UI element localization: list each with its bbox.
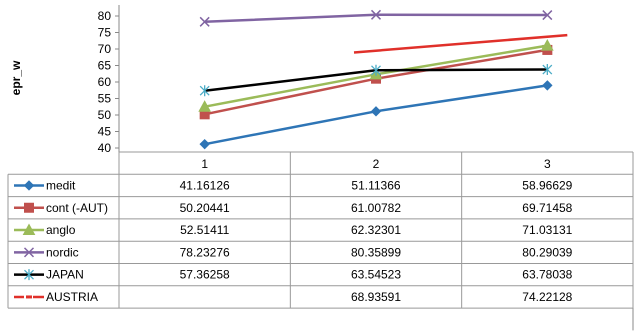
legend-key-marker: [22, 223, 36, 236]
data-label: 58.96629: [522, 178, 572, 192]
y-tick-label: 65: [98, 59, 112, 73]
legend-key-marker: [24, 269, 34, 281]
data-label: 52.51411: [180, 223, 229, 237]
data-label: 80.35899: [351, 245, 401, 259]
data-label: 63.54523: [351, 268, 401, 282]
y-tick-label: 50: [98, 108, 112, 122]
data-point: [370, 9, 382, 20]
data-label: 74.22128: [522, 290, 572, 304]
data-label: 50.20441: [180, 201, 230, 215]
y-tick-label: 60: [98, 75, 112, 89]
data-label: 78.23276: [180, 245, 230, 259]
data-label: 62.32301: [351, 223, 401, 237]
legend-series-name: nordic: [46, 245, 79, 259]
y-tick-label: 80: [98, 9, 112, 23]
data-point: [542, 80, 553, 91]
data-label: 63.78038: [522, 268, 572, 282]
data-point: [371, 64, 381, 76]
data-point: [199, 85, 210, 97]
legend-series-name: AUSTRIA: [46, 290, 98, 304]
data-label: 80.29039: [522, 245, 572, 259]
legend-series-name: cont (-AUT): [46, 201, 108, 215]
data-label: 69.71458: [522, 201, 572, 215]
y-tick-label: 55: [98, 92, 112, 106]
y-tick-label: 75: [98, 26, 112, 40]
x-category-label: 1: [201, 157, 208, 171]
data-point: [198, 100, 212, 112]
data-label: 61.00782: [351, 201, 401, 215]
y-axis-label: epr_w: [9, 60, 23, 95]
legend-series-name: anglo: [46, 223, 76, 237]
data-label: 57.36258: [180, 268, 230, 282]
legend-key-marker: [23, 180, 35, 191]
data-label: 51.11366: [351, 178, 400, 192]
x-category-label: 3: [544, 157, 551, 171]
data-point: [540, 39, 554, 51]
legend-series-name: JAPAN: [46, 268, 84, 282]
data-point: [199, 16, 210, 27]
data-label: 68.93591: [351, 290, 401, 304]
legend-series-name: medit: [46, 178, 76, 192]
y-tick-label: 40: [98, 141, 112, 155]
data-label: 41.16126: [180, 178, 230, 192]
legend-key-marker: [24, 202, 34, 213]
y-tick-label: 45: [98, 125, 112, 139]
data-point: [542, 10, 553, 21]
series-line-austria: [353, 33, 568, 54]
y-tick-label: 70: [98, 42, 112, 56]
data-point: [199, 138, 210, 150]
legend-key-marker: [23, 247, 35, 258]
legend-key-marker: [26, 295, 32, 299]
data-point: [370, 106, 382, 117]
data-label: 71.03131: [522, 223, 572, 237]
data-point: [542, 64, 553, 76]
x-category-label: 2: [373, 157, 380, 171]
